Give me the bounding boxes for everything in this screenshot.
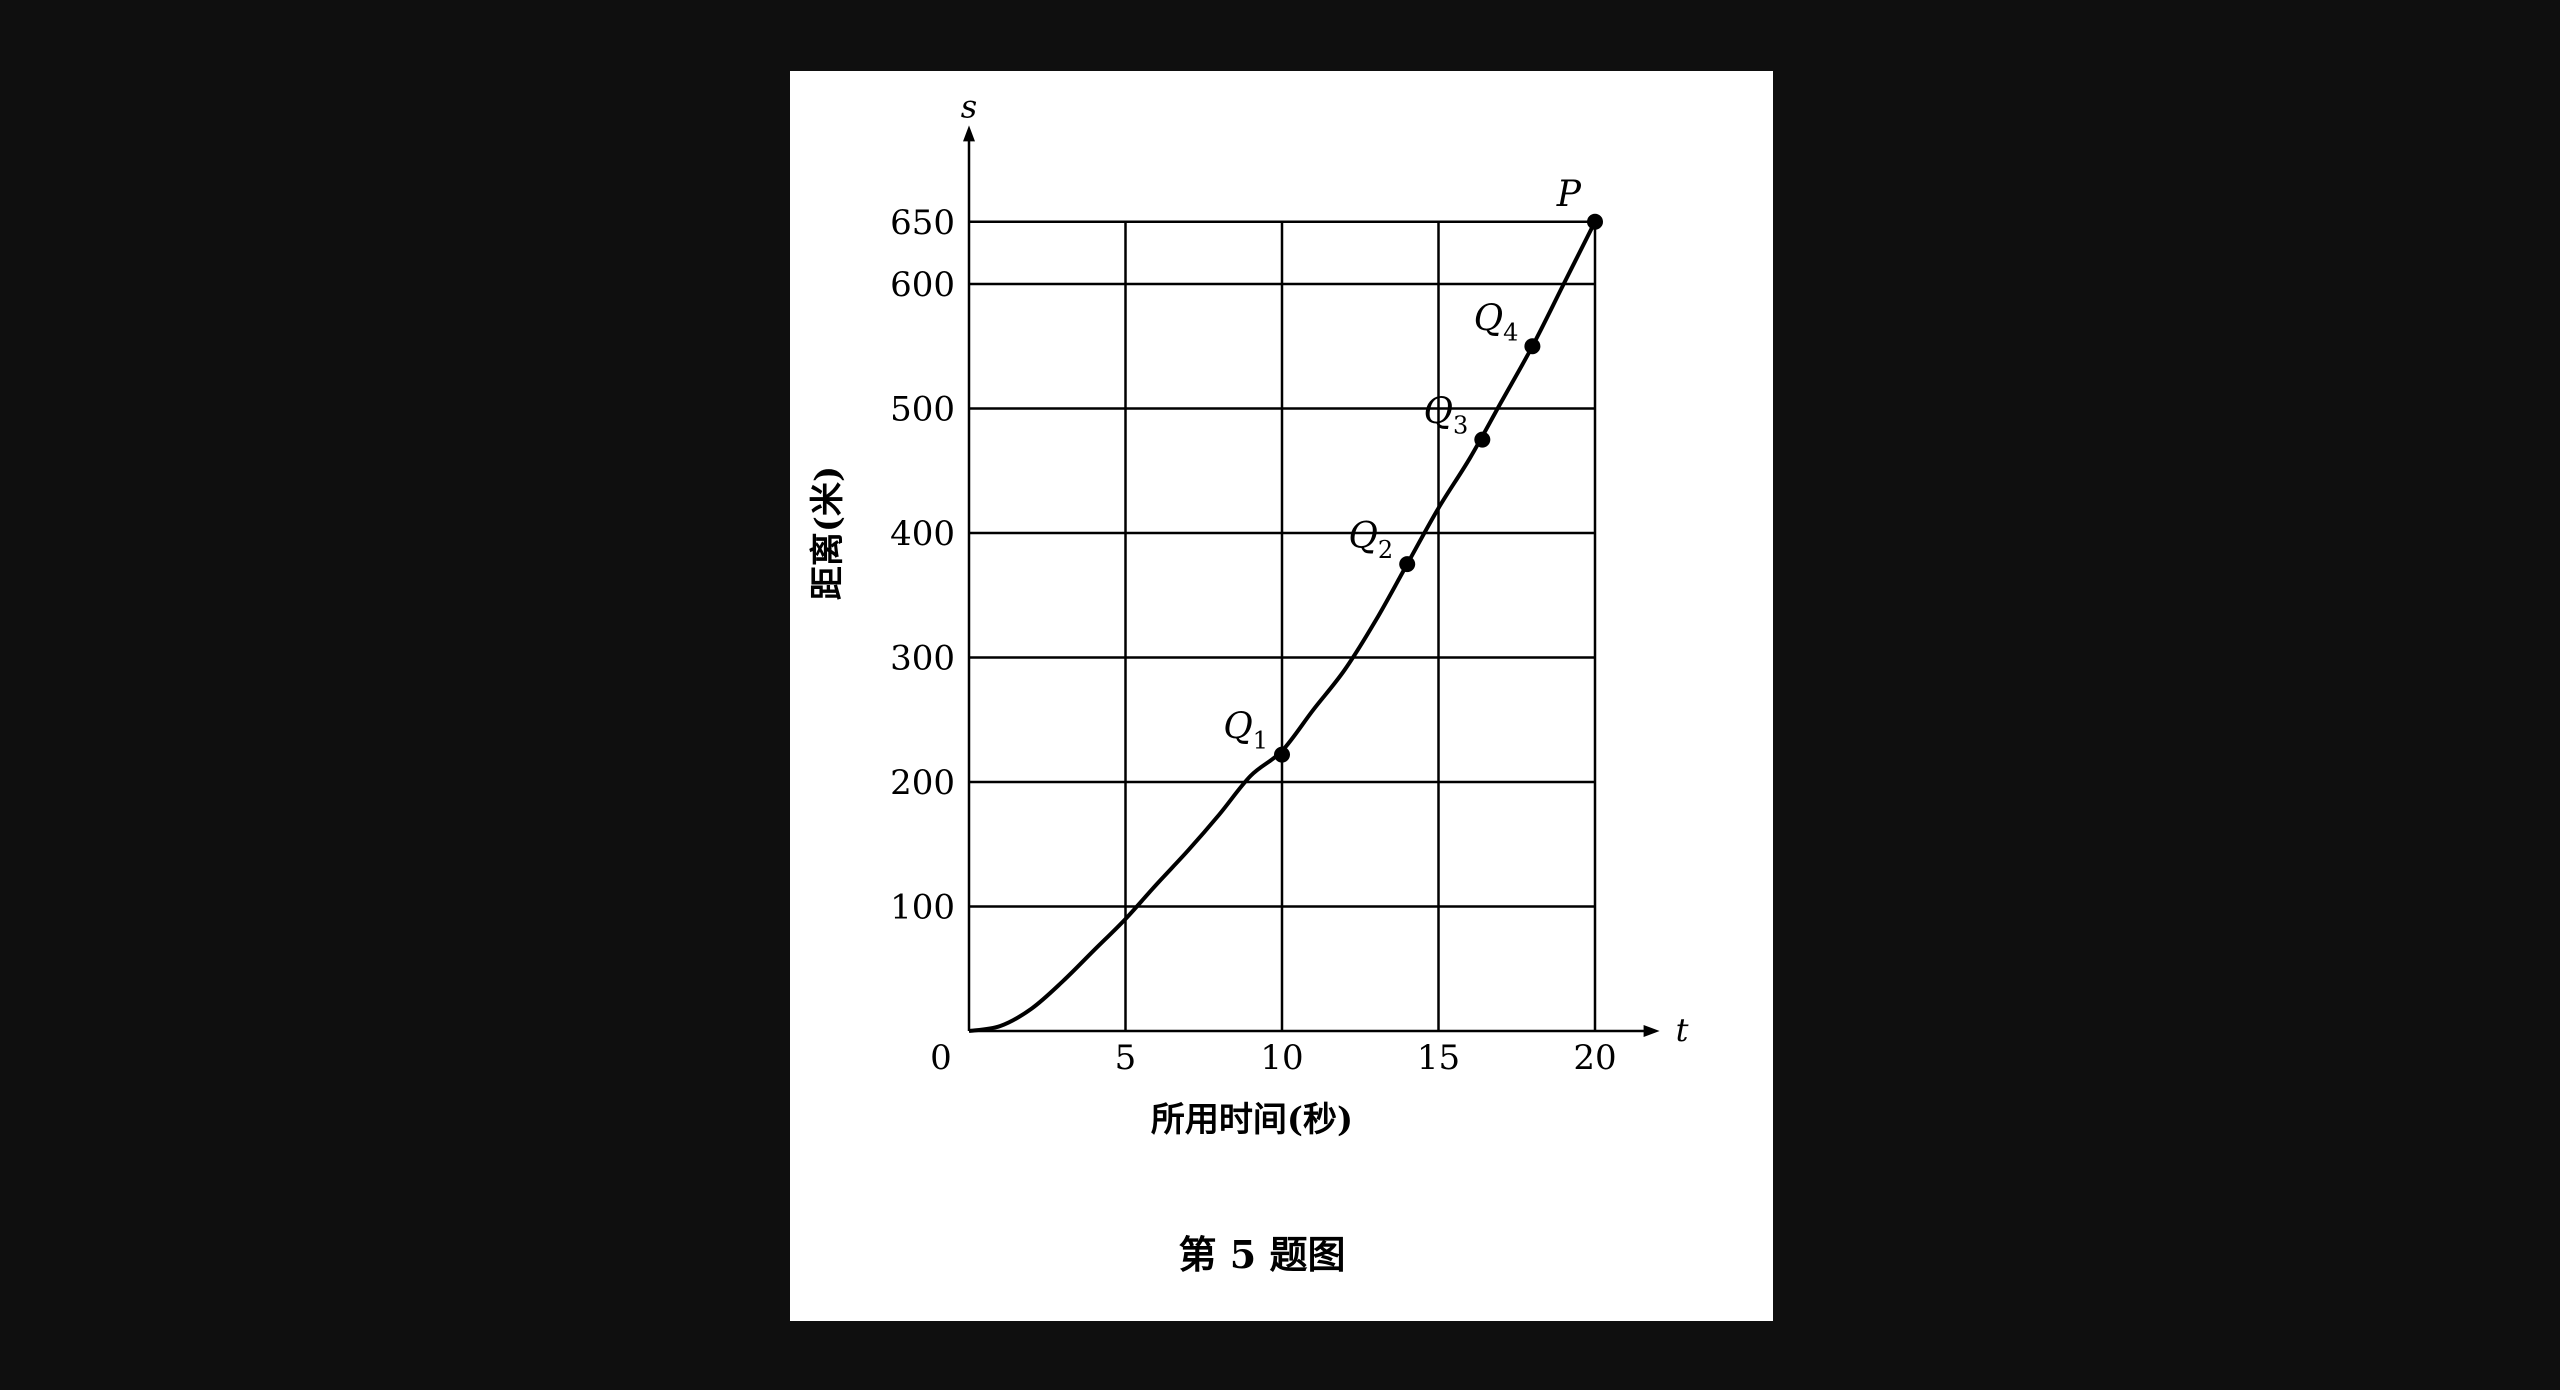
x-axis-title: 所用时间(秒) — [1151, 1100, 1353, 1140]
x-tick-label: 20 — [1573, 1038, 1616, 1078]
x-axis-symbol: t — [1676, 1011, 1689, 1049]
axes — [963, 125, 1660, 1037]
y-tick-label: 100 — [890, 888, 955, 928]
y-tick-label: 500 — [890, 390, 955, 430]
x-tick-label: 5 — [1115, 1038, 1137, 1078]
y-tick-label: 400 — [890, 514, 955, 554]
x-axis-arrow — [1643, 1025, 1660, 1037]
grid — [969, 220, 1597, 1031]
labels-layer: 5 10 15 20 100 200 300 400 500 600 650 0 t s 所用时间(秒) 距离… — [808, 87, 1689, 1277]
point-label: Q4 — [1474, 298, 1519, 346]
y-tick-label: 200 — [890, 763, 955, 803]
x-tick-label: 15 — [1417, 1038, 1460, 1078]
curve-point — [1474, 431, 1491, 448]
x-tick-label: 10 — [1260, 1038, 1303, 1078]
point-label: Q3 — [1424, 392, 1469, 440]
origin-label: 0 — [930, 1038, 952, 1078]
y-axis-arrow — [963, 125, 975, 142]
curve-point — [1524, 338, 1541, 355]
curve-layer — [968, 220, 1597, 1033]
y-axis-symbol: s — [961, 87, 977, 125]
y-tick-label: 300 — [890, 639, 955, 679]
points-layer — [1274, 213, 1603, 763]
point-label: Q1 — [1223, 707, 1268, 755]
point-label: Q2 — [1348, 516, 1393, 564]
y-axis-title: 距离(米) — [808, 466, 848, 600]
figure-caption: 第 5 题图 — [1179, 1232, 1346, 1277]
curve-point — [1399, 556, 1416, 573]
y-tick-label: 650 — [890, 203, 955, 243]
distance-curve — [968, 220, 1597, 1033]
point-label: P — [1556, 174, 1582, 215]
curve-point — [1274, 746, 1290, 763]
curve-point — [1587, 213, 1603, 230]
y-tick-label: 600 — [890, 265, 955, 305]
